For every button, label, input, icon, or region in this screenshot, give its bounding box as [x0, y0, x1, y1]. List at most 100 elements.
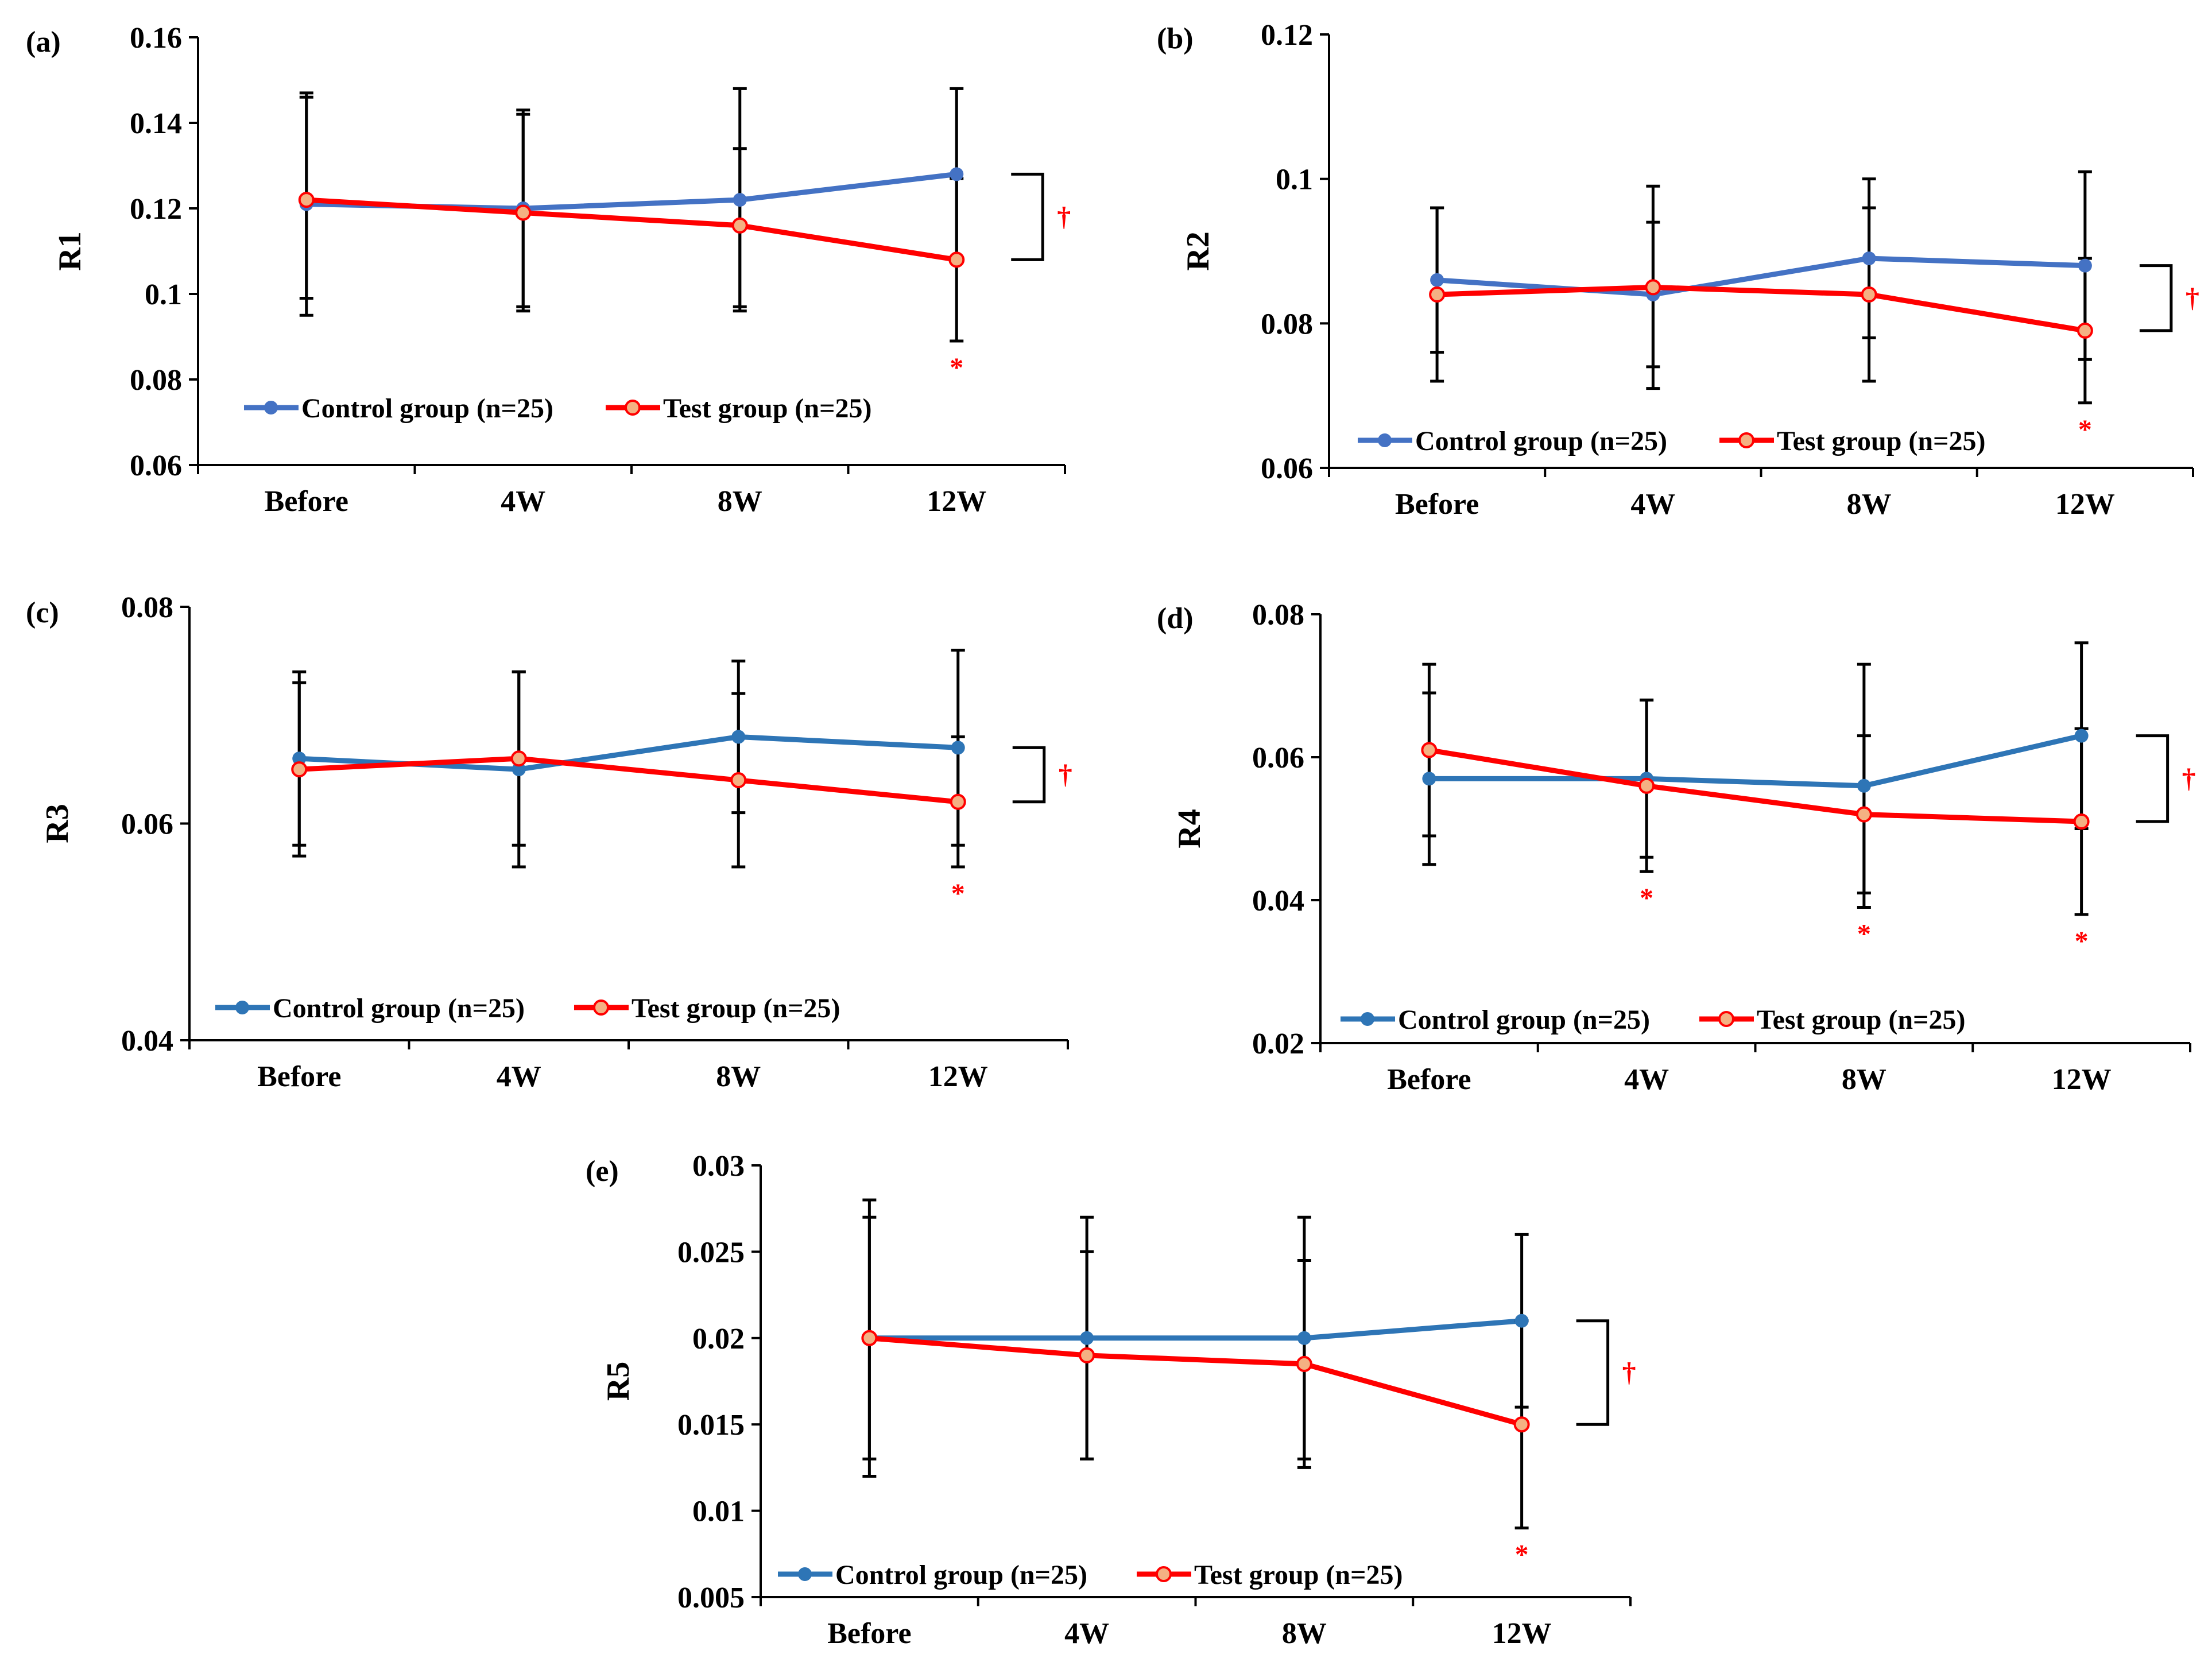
series-test	[299, 755, 959, 805]
data-point	[1421, 742, 1438, 758]
legend-marker	[798, 1567, 812, 1581]
panel-label: (b)	[1157, 22, 1194, 55]
y-tick-label: 0.08	[1252, 599, 1304, 631]
legend-marker	[1378, 433, 1392, 447]
errorbars-control	[292, 649, 965, 869]
y-tick-label: 0.12	[1261, 19, 1313, 52]
markers-test	[291, 750, 966, 810]
x-tick-label: 8W	[1847, 488, 1892, 521]
data-point	[733, 193, 747, 207]
series-line	[1436, 255, 2086, 297]
chart-panel-e: (e) 0.005 0.01 0.015 0.02 0.025 0.03 R5 Before 4W…	[586, 1150, 1636, 1650]
data-point	[515, 204, 532, 221]
data-point	[1645, 279, 1661, 296]
star-mark: *	[1857, 919, 1871, 949]
chart-panel-c: (c) 0.04 0.06 0.08 R3 Before 4W 8W 12W † * Control …	[26, 591, 1072, 1093]
errorbars-test	[1430, 184, 2092, 405]
y-tick-label: 0.03	[692, 1150, 745, 1183]
series-control	[869, 1318, 1522, 1341]
dagger-mark: †	[1057, 202, 1071, 232]
x-tick-label: 4W	[1630, 488, 1675, 521]
data-point	[1861, 286, 1877, 303]
y-tick-label: 0.14	[130, 107, 182, 140]
star-mark: *	[2075, 926, 2089, 956]
legend-marker	[264, 401, 278, 414]
data-point	[510, 750, 527, 767]
x-tick-label: 4W	[497, 1060, 541, 1093]
x-tick-label: Before	[827, 1617, 911, 1650]
data-point	[1862, 251, 1876, 266]
series-line	[869, 1318, 1522, 1341]
data-point	[1513, 1416, 1530, 1433]
y-tick-label: 0.06	[121, 808, 173, 841]
x-tick-label: 12W	[2052, 1063, 2112, 1096]
data-point	[292, 751, 307, 766]
legend-marker	[1718, 1011, 1734, 1027]
dagger-mark: †	[1059, 760, 1072, 790]
y-tick-label: 0.12	[130, 193, 182, 226]
y-tick-label: 0.06	[1252, 742, 1304, 774]
legend-marker	[625, 400, 641, 416]
x-tick-label: 4W	[501, 485, 545, 518]
x-tick-label: Before	[265, 485, 348, 518]
data-point	[1855, 806, 1872, 823]
series-control	[1436, 255, 2086, 297]
x-tick-label: 8W	[716, 1060, 761, 1093]
x-tick-label: 12W	[1492, 1617, 1552, 1650]
series-line	[1429, 733, 2082, 789]
legend-label: Test group (n=25)	[632, 993, 840, 1024]
series-test	[1436, 284, 2086, 334]
data-point	[730, 772, 747, 788]
panel-label: (c)	[26, 596, 59, 629]
star-mark: *	[950, 352, 963, 383]
x-tick-label: Before	[257, 1060, 341, 1093]
x-tick-label: Before	[1387, 1063, 1471, 1096]
data-point	[1430, 273, 1444, 287]
panel-label: (a)	[26, 26, 61, 59]
data-point	[951, 741, 965, 755]
y-tick-label: 0.1	[145, 278, 182, 311]
legend-label: Control group (n=25)	[835, 1560, 1087, 1590]
legend-marker	[1738, 432, 1754, 448]
x-tick-label: 12W	[928, 1060, 988, 1093]
data-point	[948, 251, 965, 268]
y-tick-label: 0.16	[130, 22, 182, 55]
data-point	[2074, 729, 2089, 743]
y-tick-label: 0.04	[1252, 885, 1304, 917]
y-axis-label: R4	[1172, 809, 1207, 848]
data-point	[1638, 777, 1655, 794]
data-point	[1079, 1347, 1095, 1363]
errorbars-control	[1422, 641, 2089, 909]
legend: Control group (n=25) Test group (n=25)	[215, 993, 840, 1024]
y-tick-label: 0.02	[692, 1323, 745, 1355]
markers-test	[861, 1330, 1530, 1433]
star-mark: *	[1640, 883, 1653, 913]
y-tick-label: 0.1	[1276, 164, 1313, 196]
panel-label: (e)	[586, 1155, 619, 1188]
markers-test	[1421, 742, 2090, 830]
errorbars-test	[862, 1198, 1529, 1530]
panel-label: (d)	[1157, 602, 1194, 635]
data-point	[2078, 258, 2092, 273]
data-point	[512, 762, 526, 777]
markers-test	[298, 192, 965, 268]
legend-label: Test group (n=25)	[1194, 1560, 1403, 1590]
star-mark: *	[2078, 414, 2092, 445]
significance-bracket	[1576, 1319, 1610, 1426]
legend-label: Test group (n=25)	[1777, 426, 1985, 456]
y-axis-label: R3	[40, 804, 75, 843]
legend: Control group (n=25) Test group (n=25)	[1341, 1005, 1965, 1035]
legend-marker	[235, 1001, 249, 1014]
legend-label: Control group (n=25)	[273, 993, 525, 1024]
x-tick-label: 12W	[927, 485, 986, 518]
x-tick-label: 8W	[1842, 1063, 1886, 1096]
series-line	[869, 1335, 1523, 1427]
y-tick-label: 0.06	[130, 450, 182, 482]
legend: Control group (n=25) Test group (n=25)	[244, 393, 871, 424]
markers-control	[1430, 251, 2092, 301]
chart-panel-a: (a) 0.06 0.08 0.1 0.12 0.14 0.16 R1 Before 4W 8W 12…	[26, 22, 1071, 518]
y-tick-label: 0.01	[692, 1495, 745, 1528]
significance-bracket	[1011, 172, 1044, 261]
data-point	[950, 793, 966, 810]
